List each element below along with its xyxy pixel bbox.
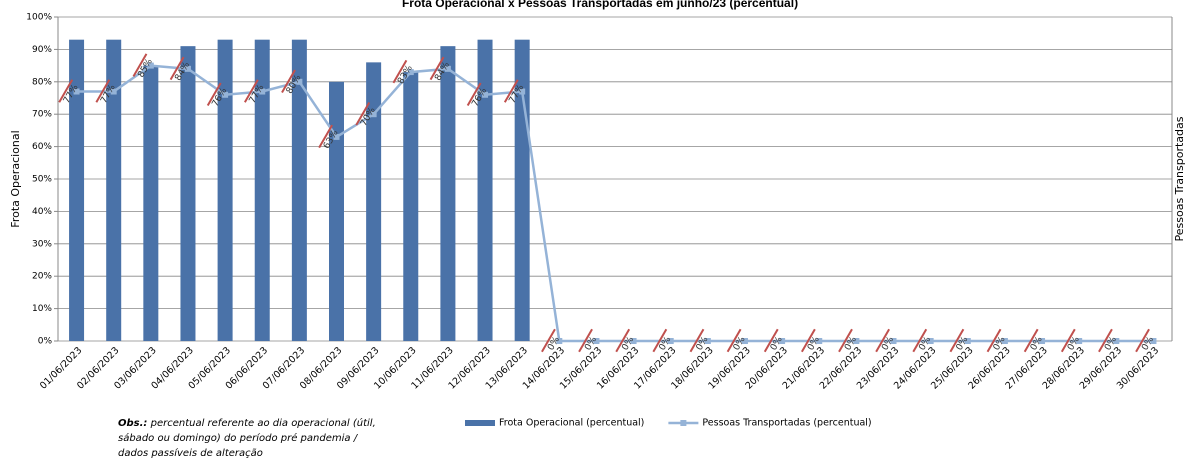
line-marker bbox=[741, 338, 748, 344]
data-label-stroke bbox=[392, 59, 408, 84]
line-marker bbox=[296, 78, 303, 85]
bar bbox=[143, 65, 159, 341]
y-tick-label: 40% bbox=[32, 207, 52, 217]
data-label-stroke bbox=[763, 328, 779, 353]
line-marker bbox=[667, 338, 674, 344]
bar bbox=[477, 39, 493, 342]
bar bbox=[291, 39, 307, 342]
note-text-line: sábado ou domingo) do período pré pandem… bbox=[118, 432, 359, 444]
bar bbox=[180, 46, 196, 341]
y-tick-label: 50% bbox=[32, 175, 52, 185]
data-label-stroke bbox=[838, 328, 853, 353]
y-axis-title: Frota Operacional bbox=[9, 130, 22, 227]
data-label-stroke bbox=[169, 56, 185, 81]
line-marker bbox=[259, 88, 266, 95]
bar bbox=[403, 72, 419, 341]
data-label-stroke bbox=[318, 124, 333, 149]
data-label-stroke bbox=[466, 82, 482, 107]
note-label: Obs.: bbox=[118, 418, 147, 429]
data-label-stroke bbox=[355, 101, 371, 126]
legend-label: Frota Operacional (percentual) bbox=[499, 418, 644, 429]
data-label-stroke bbox=[281, 69, 296, 94]
data-label-stroke bbox=[689, 328, 705, 353]
line-marker bbox=[890, 338, 897, 344]
bar bbox=[106, 39, 122, 342]
data-label-stroke bbox=[244, 79, 259, 103]
line-marker bbox=[853, 338, 860, 344]
bar bbox=[440, 46, 456, 341]
data-label-stroke bbox=[949, 328, 965, 353]
line bbox=[76, 64, 1154, 343]
line-marker bbox=[816, 338, 823, 344]
line-marker bbox=[222, 91, 229, 98]
line-marker bbox=[556, 338, 563, 344]
line-marker bbox=[964, 338, 971, 344]
bar bbox=[217, 39, 233, 342]
data-label-stroke bbox=[95, 79, 111, 103]
line-marker bbox=[630, 338, 637, 344]
data-label-stroke bbox=[615, 328, 631, 353]
data-label-stroke bbox=[578, 328, 593, 353]
line-marker bbox=[779, 338, 786, 344]
data-label-stroke bbox=[1098, 328, 1113, 353]
line-marker bbox=[73, 88, 80, 95]
data-label-stroke bbox=[986, 328, 1002, 353]
line-marker bbox=[407, 69, 414, 76]
data-label-stroke bbox=[1135, 328, 1150, 353]
line-marker bbox=[704, 338, 711, 344]
line-marker bbox=[110, 88, 117, 95]
line-marker bbox=[1113, 338, 1120, 344]
data-label-stroke bbox=[801, 328, 816, 353]
line-marker bbox=[519, 88, 526, 95]
data-label-stroke bbox=[429, 56, 445, 81]
data-label-stroke bbox=[541, 328, 556, 353]
y-tick-label: 20% bbox=[32, 272, 52, 282]
y-tick-label: 10% bbox=[32, 304, 52, 314]
y-tick-label: 100% bbox=[26, 13, 52, 23]
bar bbox=[329, 81, 344, 342]
line-marker bbox=[482, 91, 489, 98]
line-marker bbox=[370, 111, 377, 118]
legend-swatch bbox=[465, 420, 495, 426]
y-tick-label: 0% bbox=[38, 337, 53, 347]
data-label-stroke bbox=[503, 79, 519, 103]
line-marker bbox=[1001, 338, 1008, 344]
line-marker bbox=[147, 62, 154, 69]
y-tick-label: 80% bbox=[32, 77, 52, 87]
y-tick-label: 70% bbox=[32, 110, 52, 120]
line-marker bbox=[333, 133, 340, 140]
line-marker bbox=[927, 338, 934, 344]
data-label-stroke bbox=[652, 328, 668, 353]
data-label-stroke bbox=[58, 79, 74, 103]
line-marker bbox=[1150, 338, 1157, 344]
legend-label: Pessoas Transportadas (percentual) bbox=[702, 418, 871, 429]
note: Obs.: percentual referente ao dia operac… bbox=[118, 417, 376, 459]
bar bbox=[254, 39, 270, 342]
data-label-stroke bbox=[912, 328, 928, 353]
y-tick-label: 30% bbox=[32, 239, 52, 249]
bar bbox=[69, 39, 85, 342]
bar bbox=[366, 62, 382, 342]
note-text: percentual referente ao dia operacional … bbox=[147, 417, 375, 429]
line-marker bbox=[1076, 338, 1083, 344]
data-label-stroke bbox=[1060, 328, 1076, 353]
line-marker bbox=[444, 65, 451, 72]
line-marker bbox=[184, 65, 191, 72]
data-label-stroke bbox=[875, 328, 890, 353]
chart-title: Frota Operacional x Pessoas Transportada… bbox=[402, 0, 798, 10]
y2-axis-title: Pessoas Transportadas bbox=[1173, 116, 1186, 241]
line-marker bbox=[1039, 338, 1046, 344]
y-tick-label: 60% bbox=[32, 142, 52, 152]
data-label-stroke bbox=[132, 53, 148, 77]
data-label-stroke bbox=[206, 82, 222, 107]
note-text-line: dados passíveis de alteração bbox=[118, 447, 263, 459]
legend-swatch-marker bbox=[680, 420, 687, 426]
data-label-stroke bbox=[726, 328, 742, 353]
data-label-stroke bbox=[1023, 328, 1039, 353]
y-tick-label: 90% bbox=[32, 45, 52, 55]
line-marker bbox=[593, 338, 600, 344]
